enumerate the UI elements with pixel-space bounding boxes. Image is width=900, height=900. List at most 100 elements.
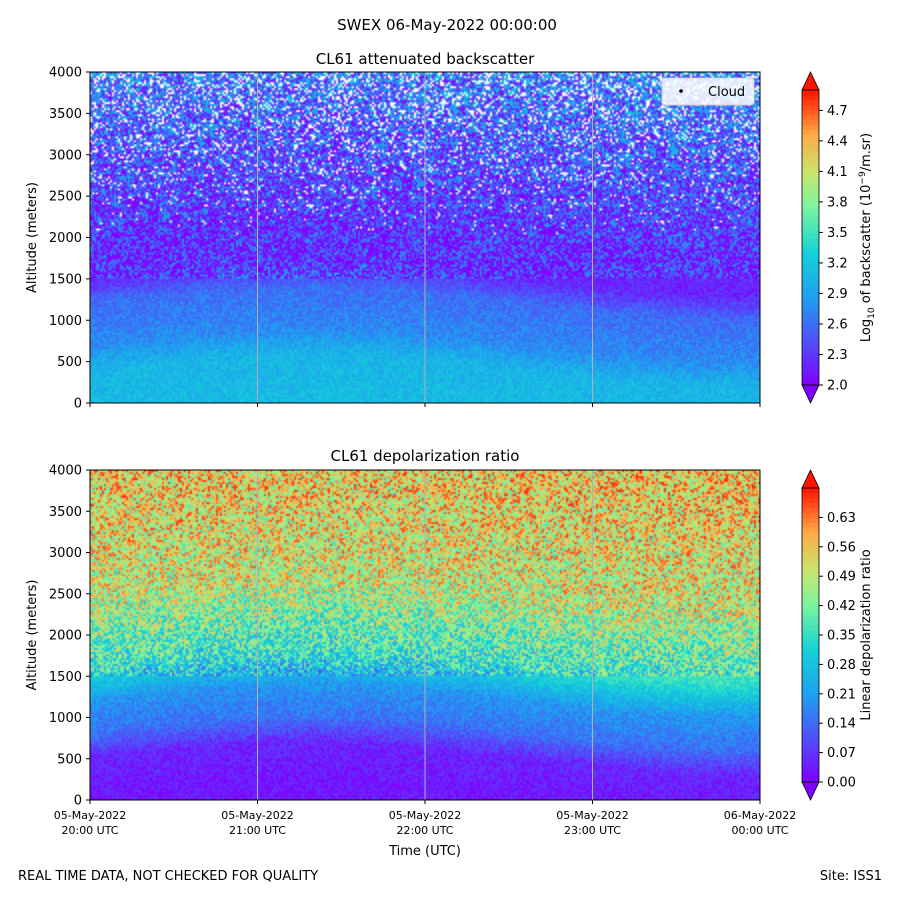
colorbar-segment [802,124,819,130]
colorbar-segment [802,488,819,494]
colorbar-segment [802,512,819,518]
y-tick-label: 3000 [49,148,82,163]
colorbar-segment [802,178,819,185]
colorbar-segment [802,620,819,626]
colorbar-tick-label: 0.14 [827,717,856,732]
colorbar-segment [802,242,819,248]
colorbar-segment [802,370,819,376]
colorbar-segment [802,517,819,523]
y-tick-label: 1500 [49,272,82,287]
y-tick-label: 3000 [49,546,82,561]
y-tick-label: 2500 [49,587,82,602]
colorbar-segment [802,119,819,126]
colorbar-segment [802,330,819,337]
colorbar-segment [802,688,819,695]
colorbar-segment [802,257,819,263]
colorbar-segment [802,644,819,651]
colorbar-segment [802,168,819,175]
legend-label: Cloud [708,85,745,100]
colorbar-segment [802,649,819,656]
colorbar-segment [802,757,819,763]
colorbar-tick-label: 3.5 [827,226,848,241]
colorbar-segment [802,639,819,646]
colorbar-segment [802,262,819,268]
colorbar-segment [802,767,819,773]
colorbar-segment [802,316,819,322]
colorbar-segment [802,232,819,239]
colorbar-segment [802,674,819,680]
colorbar-segment [802,306,819,312]
x-tick-label-time: 23:00 UTC [564,824,621,837]
colorbar-segment [802,630,819,636]
colorbar-segment [802,669,819,675]
colorbar-tick-label: 0.49 [827,570,856,585]
colorbar-segment [802,321,819,327]
colorbar-segment [802,222,819,229]
colorbar-segment [802,109,819,116]
y-tick-label: 4000 [49,464,82,479]
colorbar-segment [802,723,819,729]
colorbar-segment [802,173,819,180]
colorbar-label: Linear depolarization ratio [859,549,874,720]
colorbar-segment [802,99,819,106]
colorbar-segment [802,94,819,101]
colorbar-tick-label: 2.0 [827,379,848,394]
colorbar-tick-label: 0.21 [827,687,856,702]
depolarization-panel: CL61 depolarization ratio 0 500 1000 1500 200… [25,447,874,859]
x-axis-label: Time (UTC) [388,844,461,859]
colorbar-tick-label: 3.2 [827,256,848,271]
colorbar-tick-label: 2.6 [827,317,848,332]
x-tick-label-date: 05-May-2022 [221,809,293,822]
colorbar-segment [802,237,819,244]
y-tick-label: 2000 [49,629,82,644]
y-tick-label: 2500 [49,190,82,205]
colorbar-label: Log10 of backscatter (10−9/m.sr) [858,133,877,342]
colorbar-extend-min [801,781,820,801]
backscatter-panel: CL61 attenuated backscatter 0 500 1000 1500 2… [25,50,877,412]
colorbar-tick-label: 2.9 [827,287,848,302]
y-axis-label: Altitude (meters) [25,580,40,691]
colorbar-segment [802,365,819,371]
colorbar-extend-min [801,384,820,404]
colorbar-tick-label: 4.7 [827,104,848,119]
x-tick-label-time: 22:00 UTC [396,824,453,837]
legend-box [661,77,755,106]
colorbar-tick-label: 0.35 [827,629,856,644]
colorbar-segment [802,340,819,347]
colorbar-segment [802,546,819,553]
colorbar-segment [802,762,819,768]
colorbar-segment [802,733,819,739]
colorbar-segment [802,752,819,759]
colorbar-segment [802,571,819,577]
colorbar-segment [802,581,819,587]
colorbar-segment [802,541,819,548]
colorbar-segment [802,492,819,499]
colorbar-segment [802,208,819,214]
colorbar-segment [802,595,819,602]
colorbar-segment [802,203,819,209]
colorbar-tick-label: 0.07 [827,746,856,761]
colorbar-tick-label: 3.8 [827,195,848,210]
colorbar-segment [802,326,819,332]
panel-title: CL61 attenuated backscatter [316,50,535,68]
colorbar-segment [802,605,819,612]
colorbar-segment [802,737,819,744]
colorbar-segment [802,747,819,754]
colorbar-segment [802,335,819,342]
colorbar-segment [802,163,819,170]
colorbar-segment [802,129,819,135]
colorbar-segment [802,713,819,719]
colorbar-segment [802,659,819,665]
x-tick-label-date: 06-May-2022 [724,809,796,822]
colorbar-segment [802,355,819,362]
colorbar-segment [802,144,819,150]
colorbar-frame [801,89,820,386]
x-tick-label-time: 00:00 UTC [731,824,788,837]
colorbar-segment [802,556,819,563]
colorbar-segment [802,625,819,631]
colorbar: 0.00 0.07 0.14 0.21 0.28 0.35 0.42 0.49 0.56 0.63… [801,469,874,801]
colorbar-segment [802,693,819,700]
colorbar-segment [802,703,819,710]
colorbar-segment [802,90,819,96]
